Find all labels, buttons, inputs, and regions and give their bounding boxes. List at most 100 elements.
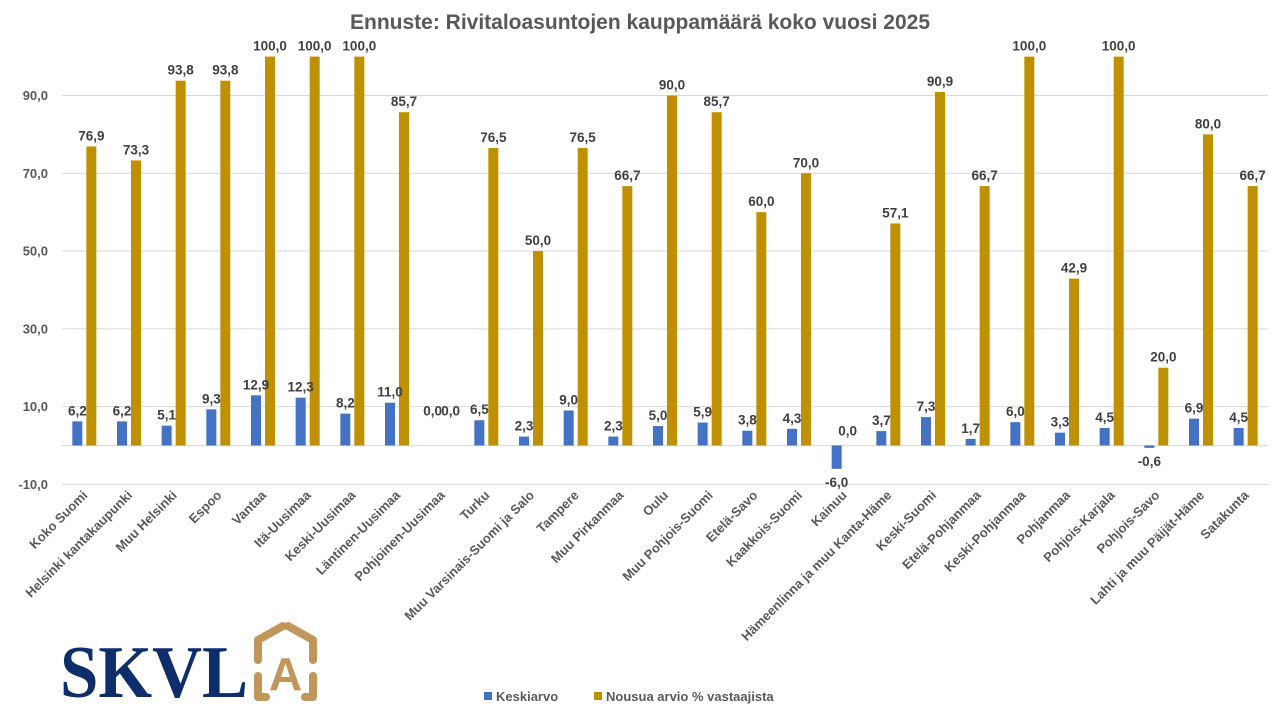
y-tick-label: 70,0 — [23, 166, 48, 181]
bar-keskiarvo-oulu — [653, 426, 663, 446]
bar-keskiarvo-etela-pohjanmaa — [965, 438, 976, 446]
y-tick-label: 30,0 — [23, 321, 48, 336]
data-label-keskiarvo-pohjoinen-uusimaa: 0,0 — [423, 404, 442, 419]
legend-label-nousua: Nousua arvio % vastaajista — [606, 689, 774, 704]
bar-keskiarvo-turku — [474, 420, 485, 446]
data-label-keskiarvo-turku: 6,5 — [470, 402, 489, 417]
bar-keskiarvo-muu-helsinki — [161, 425, 172, 446]
x-tick-label-oulu: Oulu — [640, 487, 672, 519]
chart-title: Ennuste: Rivitaloasuntojen kauppamäärä k… — [350, 11, 930, 34]
data-label-keskiarvo-satakunta: 4,5 — [1229, 410, 1248, 425]
data-label-nousua-arvio-vastaajista-pohjois-karjala: 100,0 — [1102, 39, 1136, 54]
y-tick-label: -10,0 — [18, 477, 48, 492]
data-label-nousua-arvio-vastaajista-turku: 76,5 — [480, 130, 507, 145]
data-label-nousua-arvio-vastaajista-keski-pohjanmaa: 100,0 — [1012, 39, 1046, 54]
data-label-nousua-arvio-vastaajista-tampere: 76,5 — [570, 130, 597, 145]
data-label-nousua-arvio-vastaajista-hameenlinna-ja-muu-kanta-hame: 57,1 — [882, 205, 909, 220]
bar-nousua-arvio-vastaajista-satakunta — [1247, 186, 1258, 446]
data-label-keskiarvo-muu-pohjois-suomi: 5,9 — [693, 405, 712, 420]
bar-keskiarvo-hameenlinna-ja-muu-kanta-hame — [876, 431, 887, 446]
bar-nousua-arvio-vastaajista-muu-helsinki — [175, 80, 186, 446]
data-label-keskiarvo-oulu: 5,0 — [649, 408, 668, 423]
bar-nousua-arvio-vastaajista-muu-pirkanmaa — [622, 186, 633, 446]
y-axis: -10,0 10,0 30,0 50,0 70,0 90,0 — [18, 88, 48, 492]
data-label-nousua-arvio-vastaajista-keski-suomi: 90,9 — [927, 74, 953, 89]
data-label-nousua-arvio-vastaajista-muu-helsinki: 93,8 — [168, 63, 195, 78]
logo-emblem-letter: A — [269, 648, 302, 700]
skvl-logo: SKVL A — [60, 622, 317, 714]
bar-keskiarvo-muu-pohjois-suomi — [697, 422, 708, 446]
data-label-keskiarvo-kainuu: -6,0 — [825, 475, 848, 490]
bar-keskiarvo-keski-uusimaa — [340, 413, 351, 446]
data-label-nousua-arvio-vastaajista-satakunta: 66,7 — [1240, 168, 1266, 183]
x-tick-label-kaakkois-suomi: Kaakkois-Suomi — [723, 488, 805, 570]
bar-keskiarvo-espoo — [206, 409, 217, 446]
logo-wordmark: SKVL — [60, 632, 248, 714]
bar-nousua-arvio-vastaajista-koko-suomi — [86, 146, 97, 446]
data-label-keskiarvo-espoo: 9,3 — [202, 391, 221, 406]
data-label-keskiarvo-keski-uusimaa: 8,2 — [336, 396, 355, 411]
data-label-nousua-arvio-vastaajista-etela-pohjanmaa: 66,7 — [972, 168, 998, 183]
data-label-nousua-arvio-vastaajista-lantinen-uusimaa: 85,7 — [391, 94, 417, 109]
bar-keskiarvo-pohjois-karjala — [1099, 427, 1110, 446]
data-label-nousua-arvio-vastaajista-lahti-ja-muu-paijat-hame: 80,0 — [1195, 116, 1221, 131]
bar-nousua-arvio-vastaajista-keski-pohjanmaa — [1024, 56, 1035, 446]
data-label-nousua-arvio-vastaajista-vantaa: 100,0 — [253, 39, 287, 54]
data-label-keskiarvo-keski-pohjanmaa: 6,0 — [1006, 404, 1025, 419]
data-label-keskiarvo-etela-savo: 3,8 — [738, 413, 757, 428]
bar-keskiarvo-kainuu — [831, 445, 842, 469]
x-tick-label-etela-pohjanmaa: Etelä-Pohjanmaa — [899, 487, 984, 572]
x-tick-label-lantinen-uusimaa: Läntinen-Uusimaa — [313, 487, 404, 578]
bar-keskiarvo-lahti-ja-muu-paijat-hame — [1189, 418, 1199, 446]
data-label-keskiarvo-hameenlinna-ja-muu-kanta-hame: 3,7 — [872, 413, 891, 428]
bar-nousua-arvio-vastaajista-kaakkois-suomi — [801, 173, 811, 446]
legend-swatch-keskiarvo — [484, 692, 492, 700]
bar-nousua-arvio-vastaajista-muu-pohjois-suomi — [711, 112, 722, 446]
bar-nousua-arvio-vastaajista-etela-pohjanmaa — [979, 186, 990, 446]
data-label-keskiarvo-tampere: 9,0 — [559, 392, 578, 407]
data-label-nousua-arvio-vastaajista-muu-varsinais-suomi-ja-salo: 50,0 — [525, 233, 551, 248]
bar-nousua-arvio-vastaajista-pohjois-karjala — [1113, 56, 1124, 446]
data-label-keskiarvo-lahti-ja-muu-paijat-hame: 6,9 — [1185, 401, 1204, 416]
logo-house-emblem-icon: A — [254, 622, 317, 701]
data-label-keskiarvo-pohjois-savo: -0,6 — [1138, 454, 1162, 469]
bar-keskiarvo-koko-suomi — [72, 421, 83, 446]
data-label-keskiarvo-muu-varsinais-suomi-ja-salo: 2,3 — [515, 419, 534, 434]
x-tick-label-muu-pohjois-suomi: Muu Pohjois-Suomi — [619, 488, 715, 584]
data-label-keskiarvo-ita-uusimaa: 12,3 — [288, 380, 315, 395]
y-tick-label: 50,0 — [23, 244, 48, 259]
x-tick-label-espoo: Espoo — [186, 487, 225, 526]
data-label-nousua-arvio-vastaajista-kainuu: 0,0 — [838, 424, 857, 439]
data-label-keskiarvo-muu-pirkanmaa: 2,3 — [604, 419, 623, 434]
bar-keskiarvo-pohjois-savo — [1144, 445, 1155, 448]
legend-item-nousua[interactable]: Nousua arvio % vastaajista — [594, 689, 774, 704]
data-label-keskiarvo-pohjanmaa: 3,3 — [1051, 415, 1070, 430]
bar-nousua-arvio-vastaajista-oulu — [667, 95, 677, 446]
y-tick-label: 10,0 — [23, 399, 48, 414]
legend-label-keskiarvo: Keskiarvo — [496, 689, 558, 704]
data-label-nousua-arvio-vastaajista-muu-pohjois-suomi: 85,7 — [704, 94, 730, 109]
data-label-nousua-arvio-vastaajista-helsinki-kantakaupunki: 73,3 — [123, 142, 150, 157]
data-label-nousua-arvio-vastaajista-muu-pirkanmaa: 66,7 — [614, 168, 640, 183]
data-label-nousua-arvio-vastaajista-koko-suomi: 76,9 — [78, 128, 104, 143]
legend-swatch-nousua — [594, 692, 602, 700]
bar-keskiarvo-vantaa — [251, 395, 261, 446]
bar-keskiarvo-keski-pohjanmaa — [1010, 422, 1021, 446]
bar-keskiarvo-lantinen-uusimaa — [385, 402, 395, 446]
data-label-nousua-arvio-vastaajista-pohjoinen-uusimaa: 0,0 — [441, 404, 460, 419]
legend: Keskiarvo Nousua arvio % vastaajista — [484, 689, 774, 704]
data-label-nousua-arvio-vastaajista-pohjanmaa: 42,9 — [1061, 261, 1087, 276]
bar-keskiarvo-satakunta — [1233, 427, 1244, 446]
data-label-keskiarvo-kaakkois-suomi: 4,3 — [783, 411, 802, 426]
legend-item-keskiarvo[interactable]: Keskiarvo — [484, 689, 558, 704]
x-tick-label-turku: Turku — [457, 487, 493, 523]
data-label-nousua-arvio-vastaajista-ita-uusimaa: 100,0 — [298, 39, 332, 54]
bar-keskiarvo-tampere — [563, 410, 574, 446]
bar-nousua-arvio-vastaajista-hameenlinna-ja-muu-kanta-hame — [890, 223, 901, 446]
data-labels: 6,2 76,9 6,2 73,3 5,1 93,8 9,3 93,8 12,9 100,0 12,… — [68, 39, 1266, 490]
bar-keskiarvo-ita-uusimaa — [295, 397, 306, 446]
x-tick-label-satakunta: Satakunta — [1197, 487, 1252, 542]
data-label-keskiarvo-pohjois-karjala: 4,5 — [1095, 410, 1114, 425]
